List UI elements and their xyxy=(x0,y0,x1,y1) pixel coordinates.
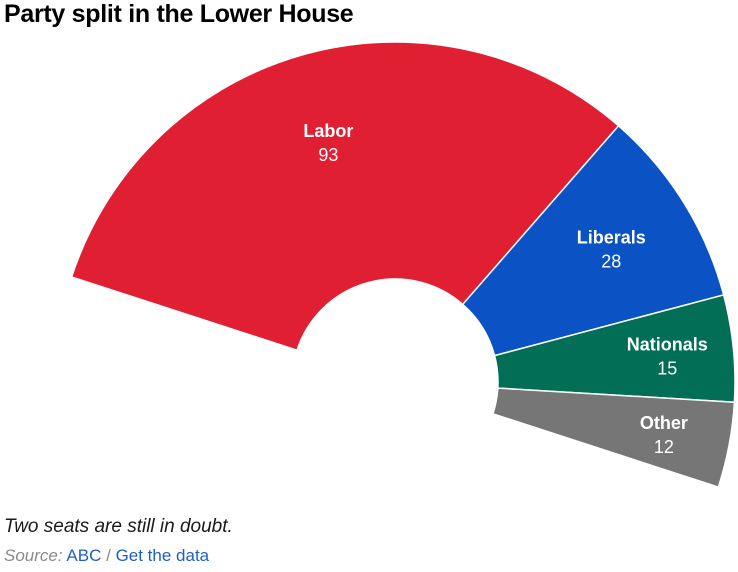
source-separator: / xyxy=(106,546,111,565)
chart-labels: Labor 93 Liberals 28 Nationals 15 Other 12 xyxy=(303,121,707,457)
segment-labor xyxy=(70,41,620,352)
get-the-data-link[interactable]: Get the data xyxy=(115,546,210,565)
chart-segments xyxy=(70,41,736,489)
source-prefix: Source: xyxy=(4,546,63,565)
segment-value-liberals: 28 xyxy=(601,252,621,272)
chart-title: Party split in the Lower House xyxy=(4,0,354,28)
segment-value-nationals: 15 xyxy=(657,359,677,379)
segment-label-nationals: Nationals xyxy=(627,335,708,355)
segment-label-labor: Labor xyxy=(303,121,353,141)
segment-value-other: 12 xyxy=(654,437,674,457)
segment-label-liberals: Liberals xyxy=(577,228,646,248)
source-line: Source: ABC / Get the data xyxy=(4,546,209,566)
segment-value-labor: 93 xyxy=(318,145,338,165)
segment-other xyxy=(492,387,736,489)
chart-note: Two seats are still in doubt. xyxy=(4,516,233,537)
segment-liberals xyxy=(461,124,725,357)
segment-label-other: Other xyxy=(640,413,688,433)
source-link[interactable]: ABC xyxy=(66,546,102,565)
